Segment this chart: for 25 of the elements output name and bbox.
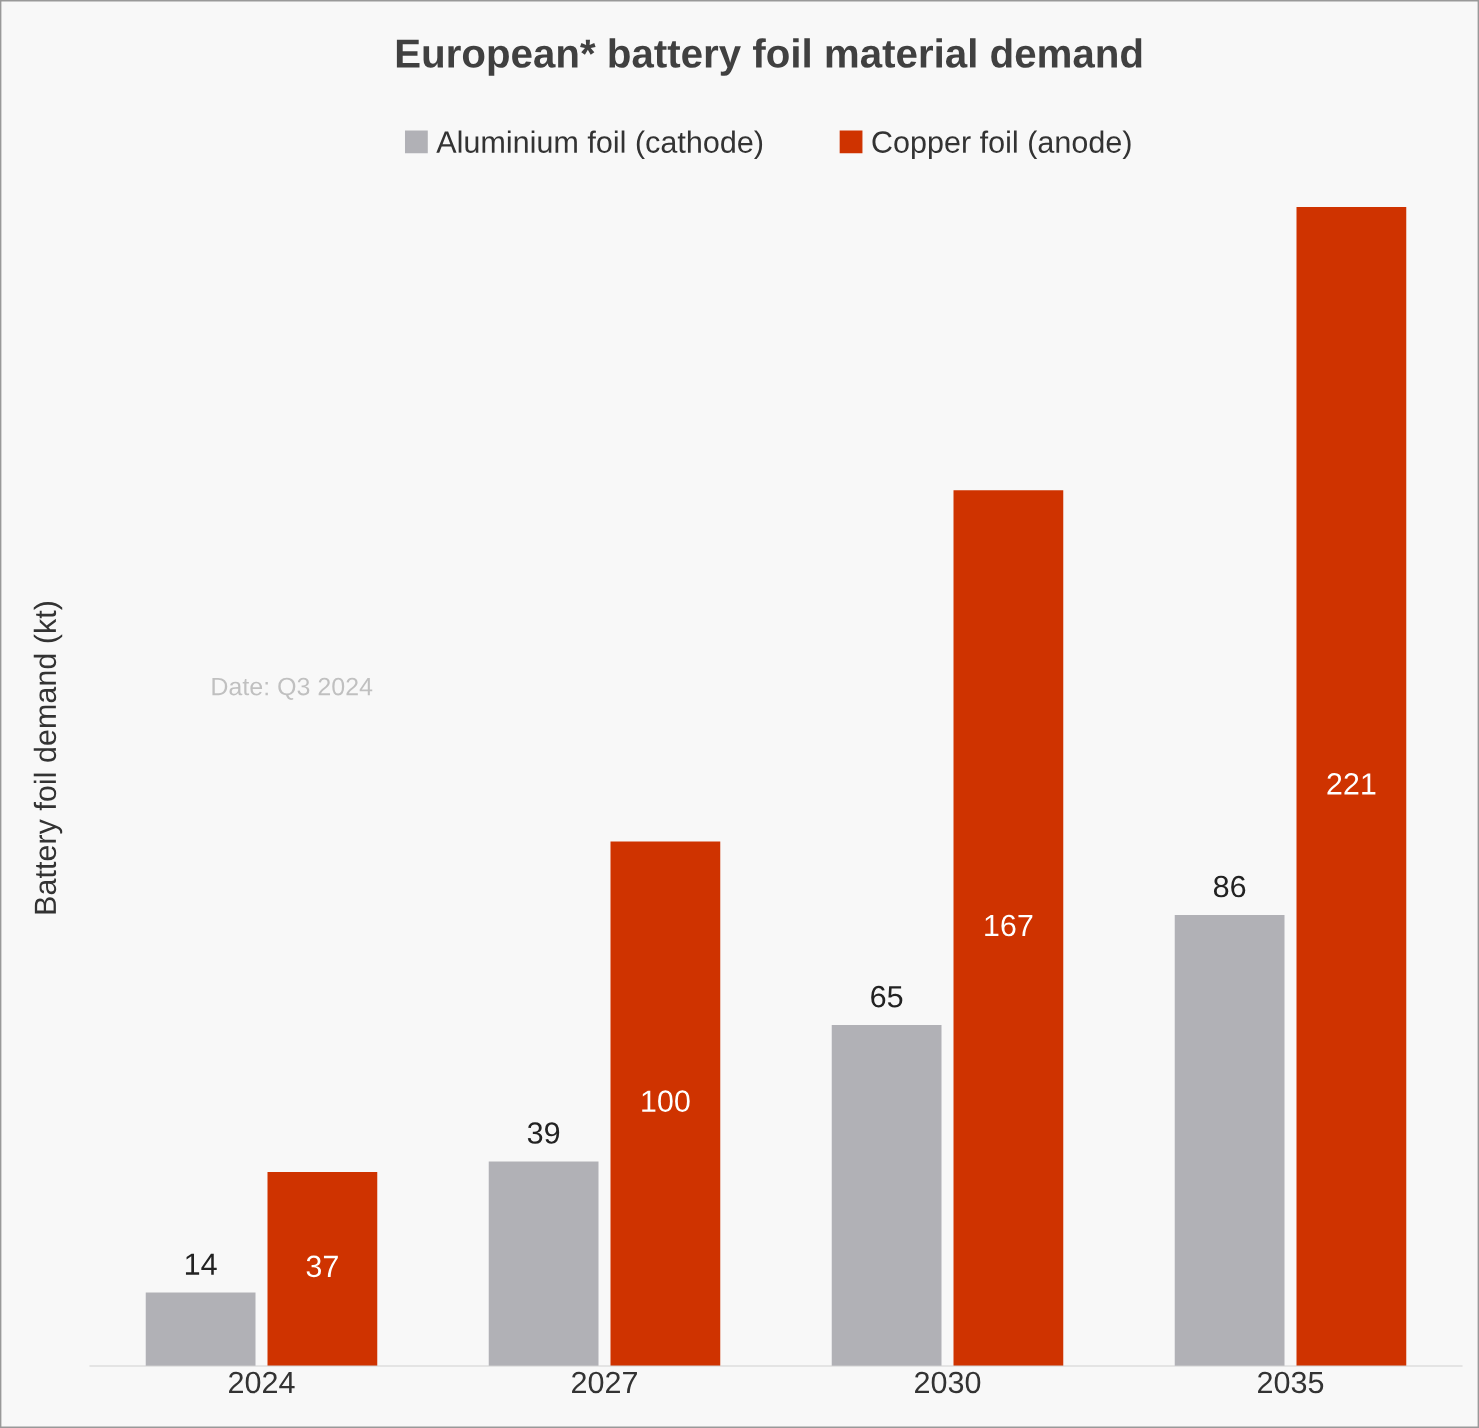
bar <box>1174 914 1285 1366</box>
bar <box>145 1292 256 1366</box>
chart-title: European* battery foil material demand <box>396 38 1142 76</box>
data-label: 167 <box>985 914 1033 937</box>
bar <box>610 841 721 1366</box>
x-tick-label: 2030 <box>915 1371 981 1394</box>
data-label: 100 <box>642 1090 690 1112</box>
x-tick-label: 2027 <box>572 1371 637 1394</box>
bar <box>831 1025 942 1366</box>
y-axis-title: Battery foil demand (kt) <box>33 601 63 914</box>
bar <box>1296 207 1407 1366</box>
bar <box>953 490 1064 1366</box>
legend-label: Aluminium foil (cathode) <box>436 130 763 159</box>
x-tick-label: 2035 <box>1258 1371 1324 1394</box>
bar <box>488 1161 599 1366</box>
data-label: 39 <box>527 1122 560 1144</box>
data-label: 14 <box>185 1253 217 1275</box>
legend-label: Copper foil (anode) <box>872 130 1131 159</box>
bar <box>267 1171 378 1366</box>
data-label: 86 <box>1213 875 1246 898</box>
data-label: 65 <box>871 985 903 1008</box>
data-label: 221 <box>1327 773 1376 795</box>
annotation: Date: Q3 2024 <box>212 677 373 700</box>
data-label: 37 <box>306 1255 338 1278</box>
x-tick-label: 2024 <box>229 1371 295 1394</box>
